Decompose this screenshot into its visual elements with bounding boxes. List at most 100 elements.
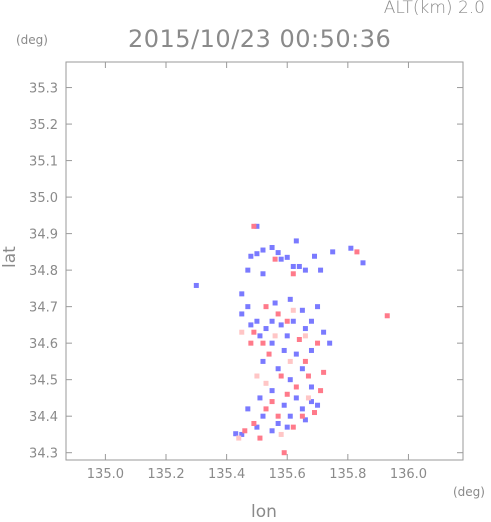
y-tick-label: 34.4	[29, 410, 58, 425]
data-point	[254, 223, 260, 229]
data-point	[315, 340, 321, 346]
altitude-label: ALT(km) 2.0	[383, 0, 485, 18]
data-point	[302, 267, 308, 273]
data-point	[305, 373, 311, 379]
data-point	[269, 318, 275, 324]
chart-title: 2015/10/23 00:50:36	[128, 25, 392, 53]
data-point	[269, 399, 275, 405]
data-point	[308, 347, 314, 353]
y-tick-label: 34.3	[29, 447, 58, 462]
plot-frame	[65, 61, 464, 461]
data-point	[239, 431, 245, 437]
data-point	[260, 413, 266, 419]
data-point	[384, 313, 390, 319]
data-point	[281, 347, 287, 353]
data-point	[290, 307, 296, 313]
data-point	[330, 249, 336, 255]
data-point	[272, 300, 278, 306]
x-axis-unit: (deg)	[453, 485, 485, 499]
axis-ticks: 135.0 135.2 135.4 135.6 135.8 136.0 34.3 34.4 34…	[29, 62, 463, 482]
data-point	[266, 351, 272, 357]
data-point	[321, 369, 327, 375]
data-point	[312, 253, 318, 259]
data-point	[260, 358, 266, 364]
data-point	[305, 395, 311, 401]
data-point	[233, 431, 239, 437]
data-point	[299, 366, 305, 372]
data-point	[302, 358, 308, 364]
data-point	[257, 333, 263, 339]
data-point	[245, 304, 251, 310]
plot-border	[65, 61, 464, 461]
data-point	[245, 406, 251, 412]
y-tick-label: 35.0	[29, 191, 58, 206]
x-tick-label: 135.6	[269, 467, 306, 482]
data-point	[275, 366, 281, 372]
data-point	[257, 435, 263, 441]
data-point	[248, 253, 254, 259]
data-point	[260, 340, 266, 346]
data-point	[254, 373, 260, 379]
data-point	[360, 260, 366, 266]
data-points	[193, 223, 390, 456]
y-tick-label: 34.8	[29, 264, 58, 279]
data-point	[284, 424, 290, 430]
data-point	[284, 391, 290, 397]
data-point	[354, 249, 360, 255]
data-point	[248, 340, 254, 346]
data-point	[272, 256, 278, 262]
y-tick-label: 35.1	[29, 155, 58, 170]
x-tick-label: 135.8	[329, 467, 366, 482]
data-point	[281, 450, 287, 456]
data-point	[281, 402, 287, 408]
data-point	[263, 380, 269, 386]
data-point	[269, 244, 275, 250]
data-point	[287, 413, 293, 419]
data-point	[315, 402, 321, 408]
data-point	[348, 245, 354, 251]
data-point	[263, 304, 269, 310]
x-tick-label: 135.4	[208, 467, 245, 482]
data-point	[308, 384, 314, 390]
y-axis-unit: (deg)	[16, 33, 48, 47]
data-point	[299, 406, 305, 412]
data-point	[248, 322, 254, 328]
data-point	[284, 318, 290, 324]
x-tick-label: 135.2	[147, 467, 184, 482]
data-point	[260, 271, 266, 277]
y-tick-label: 35.2	[29, 118, 58, 133]
data-point	[239, 329, 245, 335]
y-tick-label: 34.7	[29, 301, 58, 316]
data-point	[308, 399, 314, 405]
data-point	[293, 395, 299, 401]
data-point	[302, 417, 308, 423]
data-point	[263, 406, 269, 412]
data-point	[269, 388, 275, 394]
data-point	[318, 388, 324, 394]
data-point	[193, 282, 199, 288]
data-point	[296, 337, 302, 343]
data-point	[278, 431, 284, 437]
data-point	[312, 410, 318, 416]
data-point	[318, 267, 324, 273]
data-point	[287, 377, 293, 383]
data-point	[290, 263, 296, 269]
data-point	[239, 311, 245, 317]
data-point	[302, 333, 308, 339]
data-point	[275, 250, 281, 256]
data-point	[275, 311, 281, 317]
data-point	[257, 395, 263, 401]
data-point	[275, 420, 281, 426]
x-axis-label: lon	[251, 502, 277, 522]
data-point	[296, 263, 302, 269]
data-point	[269, 428, 275, 434]
data-point	[293, 238, 299, 244]
y-tick-label: 35.3	[29, 82, 58, 97]
data-point	[269, 340, 275, 346]
data-point	[278, 322, 284, 328]
data-point	[284, 254, 290, 260]
data-point	[245, 267, 251, 273]
data-point	[272, 333, 278, 339]
data-point	[293, 384, 299, 390]
data-point	[239, 291, 245, 297]
